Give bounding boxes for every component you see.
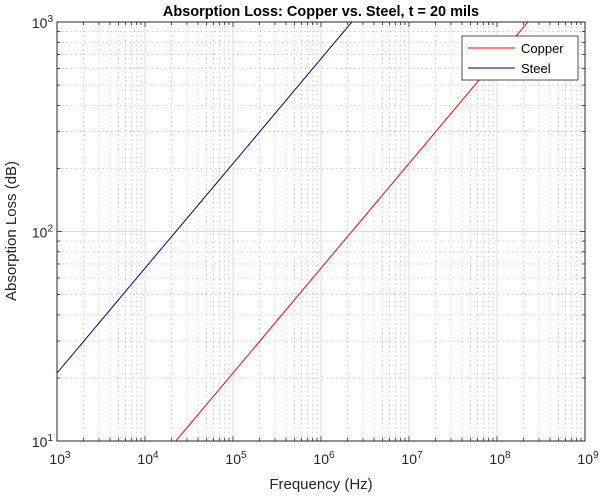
chart-title: Absorption Loss: Copper vs. Steel, t = 2… (163, 4, 479, 20)
x-tick-label: 103 (49, 450, 71, 467)
y-tick-label: 101 (32, 433, 54, 450)
legend: Copper Steel (461, 35, 579, 81)
series-line-steel (57, 22, 353, 374)
x-tick-label: 104 (137, 450, 159, 467)
x-tick-label: 109 (577, 450, 599, 467)
x-tick-label: 108 (489, 450, 511, 467)
y-axis-label: Absorption Loss (dB) (3, 161, 20, 301)
x-tick-label: 105 (225, 450, 247, 467)
y-tick-label: 102 (32, 224, 54, 241)
legend-label-steel: Steel (521, 61, 551, 76)
grid (57, 22, 585, 441)
axis-ticks (56, 22, 585, 442)
legend-label-copper: Copper (521, 41, 564, 56)
x-tick-label: 107 (401, 450, 423, 467)
y-tick-labels: 101 102 103 (32, 14, 54, 450)
y-tick-label: 103 (32, 14, 54, 31)
legend-box (461, 35, 579, 81)
x-tick-labels: 103 104 105 106 107 108 109 (49, 450, 599, 467)
x-axis-label: Frequency (Hz) (269, 476, 372, 493)
x-tick-label: 106 (313, 450, 335, 467)
